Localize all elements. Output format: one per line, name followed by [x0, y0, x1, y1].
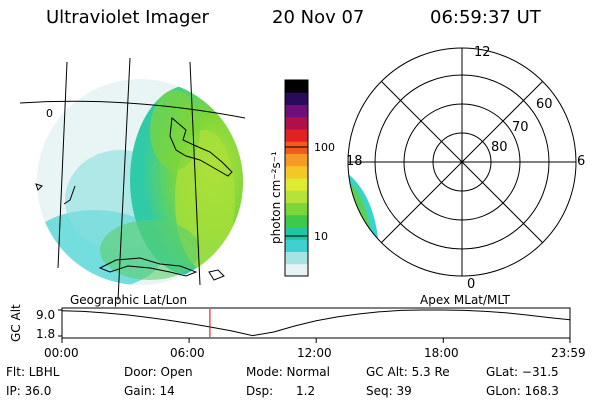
mlt-label-18: 18 [346, 154, 363, 169]
apex-caption: Apex MLat/MLT [420, 293, 510, 307]
time-label: 06:59:37 UT [430, 7, 541, 28]
mlt-label-6: 6 [577, 154, 586, 169]
date-label: 20 Nov 07 [272, 7, 365, 28]
polar-plot [347, 47, 577, 277]
info-mode: Mode: Normal [246, 365, 330, 379]
colorbar-swatch [285, 214, 308, 228]
info-glat: GLat: −31.5 [486, 365, 559, 379]
timeline-ytick-bottom: 1.8 [36, 327, 56, 341]
colorbar-swatch [285, 190, 308, 203]
colorbar-swatch [285, 116, 308, 130]
colorbar-swatch [285, 239, 308, 252]
geographic-image [19, 57, 246, 301]
info-gain: Gain: 14 [124, 384, 175, 398]
map-marker-label: 0 [46, 107, 53, 120]
colorbar-swatch [285, 153, 308, 167]
altitude-timeline [58, 307, 571, 343]
timeline-xtick-3: 18:00 [424, 346, 459, 360]
colorbar-swatch [285, 165, 308, 179]
colorbar-swatch [285, 227, 308, 240]
colorbar-swatch [285, 92, 308, 105]
colorbar-swatch [285, 202, 308, 216]
mlat-label-80: 80 [491, 140, 508, 155]
timeline-ytick-top: 9.0 [36, 308, 56, 322]
colorbar-swatch [285, 129, 308, 142]
colorbar-tick-100: 100 [314, 141, 335, 154]
mlt-label-12: 12 [474, 45, 491, 60]
timeline-xtick-2: 12:00 [297, 346, 332, 360]
info-glon: GLon: 168.3 [486, 384, 559, 398]
colorbar [284, 79, 309, 277]
info-gc-alt: GC Alt: 5.3 Re [366, 365, 450, 379]
timeline-xtick-0: 00:00 [44, 346, 79, 360]
info-ip: IP: 36.0 [6, 384, 52, 398]
mlt-label-0: 0 [467, 277, 476, 292]
info-flt: Flt: LBHL [6, 365, 60, 379]
instrument-title: Ultraviolet Imager [46, 7, 209, 28]
colorbar-unit-label: photon cm⁻²s⁻¹ [269, 151, 283, 244]
colorbar-tick-10: 10 [314, 230, 328, 243]
timeline-xtick-4: 23:59 [551, 346, 586, 360]
info-door: Door: Open [124, 365, 193, 379]
info-dsp: Dsp: 1.2 [246, 384, 316, 398]
mlat-label-60: 60 [536, 97, 553, 112]
colorbar-swatch [285, 251, 308, 265]
colorbar-swatch [285, 178, 308, 191]
timeline-xtick-1: 06:00 [170, 346, 205, 360]
mlat-label-70: 70 [512, 120, 529, 135]
timeline-ylabel: GC Alt [9, 304, 23, 342]
colorbar-swatch [285, 263, 308, 277]
timeline-frame [61, 307, 571, 339]
colorbar-swatch [285, 80, 308, 93]
colorbar-frame [284, 79, 309, 277]
colorbar-swatch [285, 141, 308, 154]
geographic-caption: Geographic Lat/Lon [70, 293, 188, 307]
altitude-series-line [61, 309, 571, 337]
info-seq: Seq: 39 [366, 384, 412, 398]
colorbar-swatch [285, 104, 308, 118]
